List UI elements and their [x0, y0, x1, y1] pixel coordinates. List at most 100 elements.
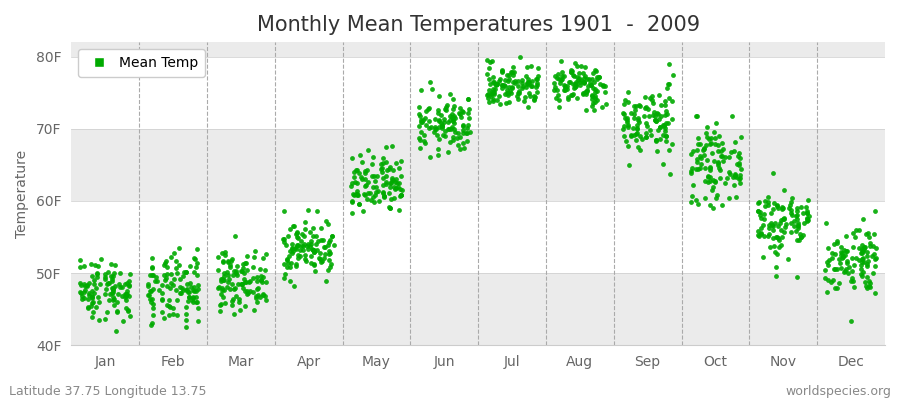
- Point: [659, 108, 673, 114]
- Point: [588, 66, 602, 73]
- Point: [351, 192, 365, 198]
- Point: [317, 255, 331, 261]
- Point: [754, 230, 769, 236]
- Point: [176, 269, 191, 276]
- Point: [186, 269, 201, 275]
- Point: [454, 134, 468, 140]
- Point: [179, 303, 194, 310]
- Point: [728, 138, 742, 145]
- Point: [693, 153, 707, 159]
- Point: [567, 72, 581, 79]
- Point: [382, 204, 396, 210]
- Point: [762, 225, 777, 231]
- Point: [582, 80, 597, 86]
- Point: [256, 274, 271, 280]
- Point: [461, 96, 475, 103]
- Point: [90, 274, 104, 280]
- Point: [710, 148, 724, 154]
- Point: [832, 256, 846, 262]
- Point: [412, 144, 427, 151]
- Point: [651, 126, 665, 133]
- Point: [460, 125, 474, 131]
- Point: [484, 90, 499, 97]
- Point: [352, 170, 366, 176]
- Point: [188, 256, 202, 262]
- Point: [211, 267, 225, 273]
- Point: [662, 61, 676, 67]
- Point: [376, 182, 391, 188]
- Point: [694, 161, 708, 168]
- Point: [276, 236, 291, 242]
- Point: [346, 174, 361, 180]
- Point: [632, 119, 646, 125]
- Point: [230, 268, 244, 274]
- Point: [228, 233, 242, 239]
- Point: [487, 79, 501, 86]
- Point: [91, 262, 105, 269]
- Point: [77, 287, 92, 293]
- Point: [554, 69, 569, 76]
- Point: [283, 264, 297, 270]
- Point: [843, 278, 858, 284]
- Point: [497, 82, 511, 88]
- Point: [290, 233, 304, 240]
- Point: [90, 271, 104, 277]
- Point: [844, 268, 859, 274]
- Point: [412, 104, 427, 111]
- Text: Latitude 37.75 Longitude 13.75: Latitude 37.75 Longitude 13.75: [9, 385, 206, 398]
- Point: [413, 113, 428, 119]
- Point: [149, 274, 164, 280]
- Point: [565, 92, 580, 98]
- Point: [525, 83, 539, 89]
- Point: [652, 116, 667, 123]
- Point: [285, 250, 300, 256]
- Point: [505, 79, 519, 85]
- Point: [235, 264, 249, 271]
- Point: [489, 81, 503, 88]
- Point: [222, 262, 237, 268]
- Point: [447, 120, 462, 127]
- Point: [506, 64, 520, 70]
- Point: [214, 278, 229, 284]
- Point: [146, 272, 160, 278]
- Point: [727, 173, 742, 180]
- Point: [318, 251, 332, 257]
- Point: [707, 178, 722, 184]
- Point: [246, 288, 260, 295]
- Point: [298, 252, 312, 258]
- Point: [770, 263, 784, 270]
- Point: [89, 304, 104, 310]
- Point: [234, 268, 248, 274]
- Point: [784, 210, 798, 216]
- Point: [498, 83, 512, 90]
- Point: [238, 279, 252, 285]
- Point: [781, 256, 796, 262]
- Point: [176, 287, 190, 293]
- Point: [170, 312, 184, 318]
- Point: [847, 262, 861, 268]
- Point: [108, 261, 122, 268]
- Point: [861, 283, 876, 290]
- Point: [585, 92, 599, 98]
- Point: [297, 226, 311, 232]
- Point: [186, 299, 201, 305]
- Point: [182, 294, 196, 300]
- Point: [101, 269, 115, 275]
- Point: [191, 286, 205, 292]
- Point: [838, 268, 852, 275]
- Point: [793, 231, 807, 237]
- Point: [583, 82, 598, 88]
- Point: [374, 161, 388, 167]
- Point: [697, 146, 711, 152]
- Point: [837, 247, 851, 253]
- Point: [857, 246, 871, 252]
- Point: [752, 228, 766, 235]
- Point: [451, 142, 465, 148]
- Point: [502, 76, 517, 82]
- Point: [752, 209, 767, 215]
- Point: [392, 193, 407, 200]
- Point: [636, 112, 651, 119]
- Point: [238, 288, 253, 294]
- Point: [310, 208, 324, 214]
- Point: [308, 268, 322, 274]
